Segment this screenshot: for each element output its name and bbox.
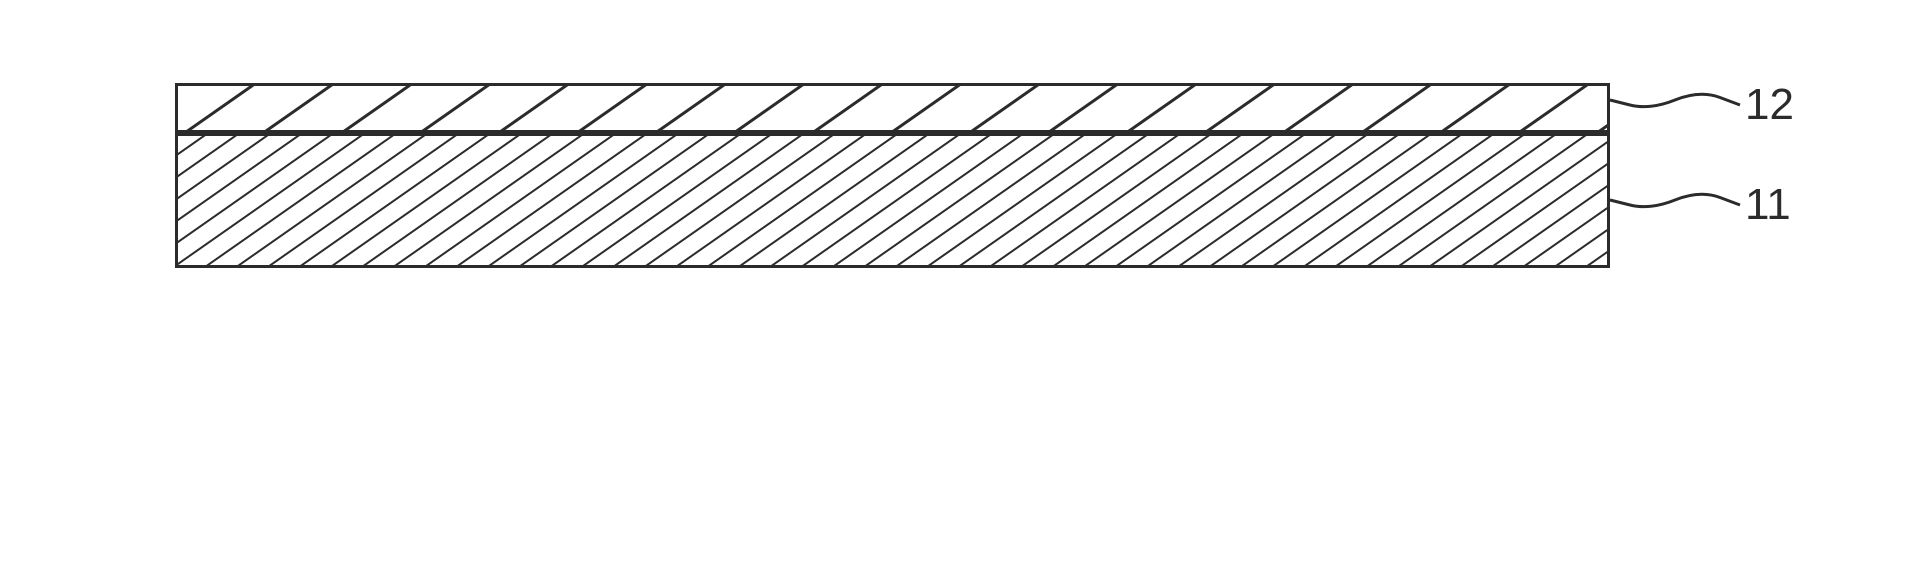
leader-top-path xyxy=(1610,94,1740,106)
layer-top xyxy=(175,83,1610,133)
leader-top xyxy=(1606,86,1744,114)
leader-bottom xyxy=(1606,186,1744,214)
label-top: 12 xyxy=(1745,80,1794,130)
diagram-canvas: 12 11 xyxy=(0,0,1905,574)
layer-top-rect xyxy=(177,85,1609,132)
layer-bottom-rect xyxy=(177,135,1609,267)
leader-bottom-path xyxy=(1610,194,1740,206)
label-bottom: 11 xyxy=(1745,180,1791,230)
layer-bottom xyxy=(175,133,1610,268)
